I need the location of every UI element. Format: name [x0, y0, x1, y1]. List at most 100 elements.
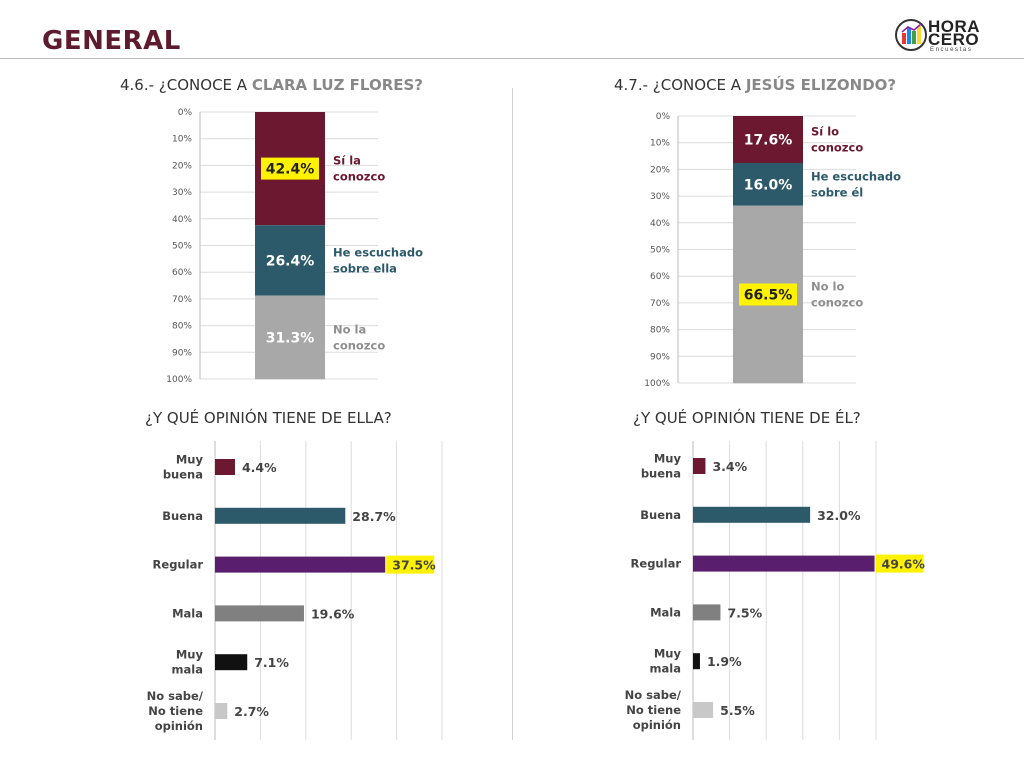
stack-left-series-name: Sí la	[333, 154, 361, 168]
stack-left-series-name: conozco	[333, 338, 385, 352]
logo-text-cero: CERO	[928, 30, 980, 49]
hbar-right-category-label: Buena	[640, 508, 681, 522]
stacked-chart-jesus-elizondo: 0% 10% 20% 30% 40% 50% 60% 70% 80% 90% 100% 17.6% Sí…	[644, 112, 901, 389]
hbar-right-value-label: 3.4%	[712, 459, 747, 474]
hbar-left-value-label: 37.5%	[392, 558, 436, 573]
hbar-right-value-label: 1.9%	[707, 654, 742, 669]
question-title-right-name: JESÚS ELIZONDO?	[745, 76, 897, 94]
hbar-right-value-label: 7.5%	[727, 605, 762, 620]
hbar-left-category-label: Buena	[162, 509, 203, 523]
hbar-right-bar	[693, 702, 714, 718]
hbar-right-category-label: No sabe/	[625, 688, 682, 702]
question-title-left-name: CLARA LUZ FLORES?	[251, 76, 424, 94]
stack-right-tick-label: 60%	[650, 272, 670, 282]
hbar-left-value-label: 2.7%	[234, 704, 269, 719]
hbar-left-value-label: 19.6%	[311, 606, 355, 621]
hbar-left-category-label: mala	[172, 663, 203, 677]
stack-right-label-highlight	[739, 283, 797, 306]
question-title-left-prefix: 4.6.- ¿CONOCE A	[120, 76, 252, 94]
hbar-right-value-label: 5.5%	[720, 703, 755, 718]
hbar-left-bar	[215, 703, 228, 719]
hbar-left-category-label: opinión	[155, 719, 203, 733]
stack-left-tick-label: 50%	[172, 242, 192, 252]
stack-left-tick-label: 10%	[172, 135, 192, 145]
logo-text-encuestas: Encuestas	[930, 47, 973, 53]
hbar-left-category-label: Muy	[176, 648, 204, 662]
hbar-right-bar	[693, 506, 811, 523]
opinion-title-left: ¿Y QUÉ OPINIÓN TIENE DE ELLA?	[145, 409, 392, 427]
stack-right-tick-label: 30%	[650, 192, 670, 202]
hbar-left-category-label: Muy	[176, 453, 204, 467]
hbar-left-bar	[215, 654, 248, 671]
opinion-title-right: ¿Y QUÉ OPINIÓN TIENE DE ÉL?	[633, 409, 861, 427]
stack-left-tick-label: 30%	[172, 188, 192, 198]
stack-right-series-name: conozco	[811, 140, 863, 154]
stack-left-segment	[255, 295, 325, 380]
question-title-right: 4.7.- ¿CONOCE A JESÚS ELIZONDO?	[614, 76, 896, 94]
stack-left-tick-label: 90%	[172, 348, 192, 358]
stack-right-tick-label: 10%	[650, 139, 670, 149]
hbar-right-bar	[693, 604, 721, 621]
stack-right-tick-label: 70%	[650, 299, 670, 309]
stack-right-series-name: He escuchado	[811, 169, 901, 183]
stack-right-series-name: Sí lo	[811, 124, 839, 138]
stack-left-segment-label: 31.3%	[266, 330, 315, 346]
hbar-right-category-label: Muy	[654, 647, 682, 661]
hbar-left-category-label: No tiene	[148, 704, 203, 718]
stack-right-tick-label: 100%	[644, 379, 670, 389]
stack-right-segment-label: 17.6%	[744, 132, 793, 148]
stack-right-segment	[733, 162, 803, 206]
stack-left-series-name: No la	[333, 322, 366, 336]
hbar-right-category-label: Regular	[631, 557, 682, 571]
logo-text-hora: HORA	[928, 17, 981, 36]
hbar-left-value-label: 4.4%	[242, 460, 277, 475]
stack-right-series-name: No lo	[811, 279, 844, 293]
stack-left-series-name: sobre ella	[333, 261, 397, 275]
stack-left-tick-label: 100%	[166, 375, 192, 385]
hbar-right-category-label: mala	[650, 662, 681, 676]
hbar-left-bar	[215, 605, 304, 622]
stack-right-segment	[733, 116, 803, 163]
hbar-right-category-label: Muy	[654, 452, 682, 466]
opinion-chart-ella: 4.4%Muybuena28.7%Buena37.5%Regular19.6%M…	[147, 441, 443, 740]
stack-left-tick-label: 20%	[172, 161, 192, 171]
hbar-right-category-label: opinión	[633, 718, 681, 732]
hbar-right-label-highlight	[875, 554, 924, 573]
stack-left-series-name: He escuchado	[333, 245, 423, 259]
stack-left-segment	[255, 225, 325, 296]
hbar-right-bar	[693, 653, 700, 670]
stack-left-tick-label: 0%	[178, 108, 193, 118]
hbar-right-value-label: 32.0%	[817, 508, 861, 523]
hbar-left-bar	[215, 507, 346, 524]
stack-left-label-highlight	[261, 157, 319, 180]
hbar-left-category-label: Regular	[153, 558, 204, 572]
hbar-left-category-label: buena	[163, 468, 203, 482]
hbar-right-category-label: buena	[641, 467, 681, 481]
center-divider	[512, 88, 513, 740]
hbar-left-bar	[215, 459, 235, 475]
question-title-right-prefix: 4.7.- ¿CONOCE A	[614, 76, 746, 94]
stack-right-segment-label: 66.5%	[744, 287, 793, 303]
hbar-left-value-label: 7.1%	[254, 655, 289, 670]
hbar-right-bar	[693, 458, 706, 474]
hbar-right-category-label: Mala	[650, 605, 681, 619]
page-title: GENERAL	[42, 26, 181, 56]
hbar-left-bar	[215, 556, 386, 573]
stacked-chart-clara-luz-flores: 0% 10% 20% 30% 40% 50% 60% 70% 80% 90% 100% 42.4% Sí…	[166, 108, 423, 385]
hbar-left-category-label: Mala	[172, 606, 203, 620]
stack-left-series-name: conozco	[333, 170, 385, 184]
stack-left-tick-label: 70%	[172, 295, 192, 305]
hora-cero-logo: HORA CERO Encuestas	[894, 17, 994, 57]
stack-left-tick-label: 80%	[172, 322, 192, 332]
stack-right-series-name: sobre él	[811, 185, 863, 199]
hbar-right-category-label: No tiene	[626, 703, 681, 717]
bar-chart-logo-icon	[895, 19, 927, 51]
stack-left-segment-label: 26.4%	[266, 253, 315, 269]
hbar-left-label-highlight	[386, 555, 435, 574]
stack-left-segment-label: 42.4%	[266, 162, 315, 178]
stack-right-tick-label: 20%	[650, 165, 670, 175]
header-rule	[0, 58, 1024, 59]
hbar-left-value-label: 28.7%	[352, 509, 396, 524]
stack-right-tick-label: 0%	[656, 112, 671, 122]
hbar-right-value-label: 49.6%	[882, 557, 926, 572]
